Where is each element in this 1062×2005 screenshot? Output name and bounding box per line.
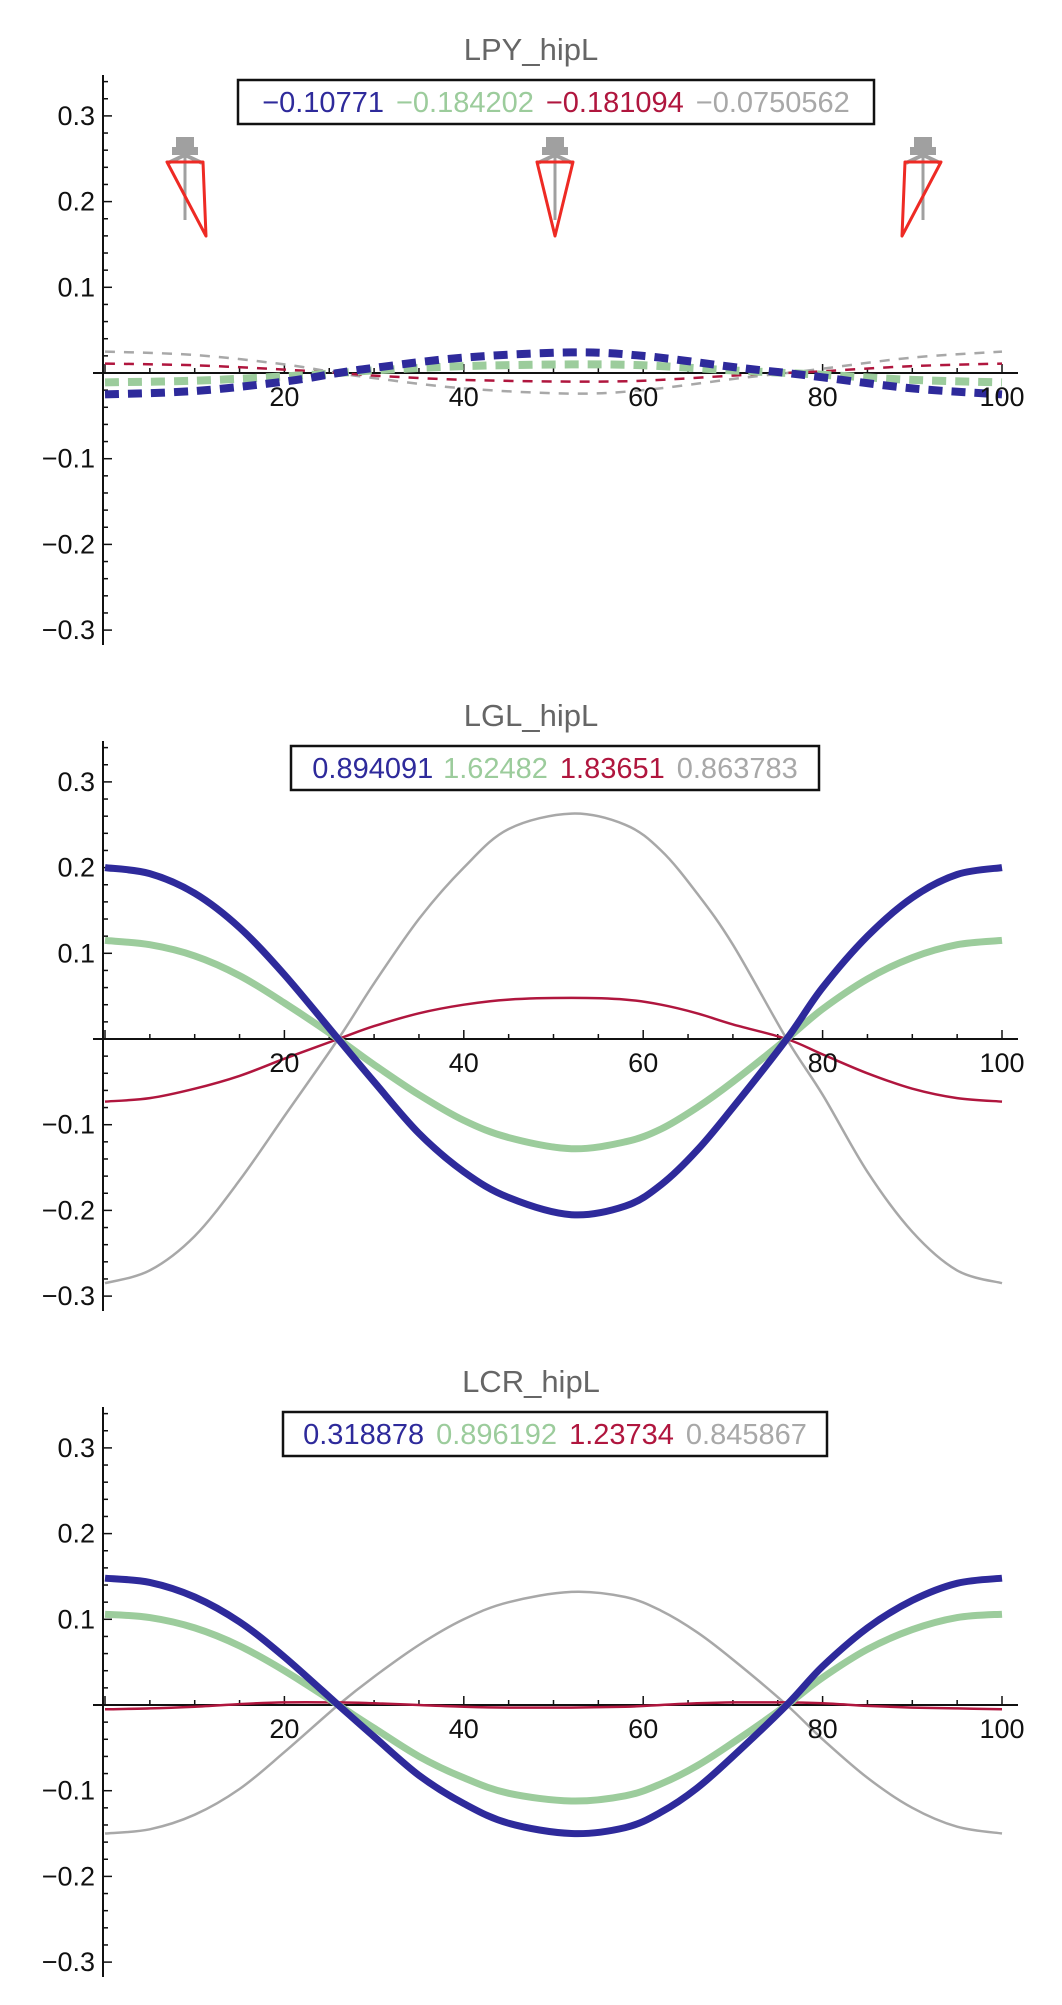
legend-entry: 0.845867 [686,1419,807,1451]
series-line-4 [104,1590,1003,1835]
y-tick-label: 0.1 [57,1604,95,1634]
y-tick-label: 0.3 [57,767,95,797]
series-line-3 [104,996,1003,1103]
x-tick-label: 20 [269,382,299,412]
x-tick-label: 40 [449,1048,479,1078]
robot-head [546,137,564,147]
legend-entry: −0.10771 [262,87,384,119]
series-line-1 [104,348,1003,399]
robot-body [542,147,568,155]
legend-entry: 0.318878 [303,1419,424,1451]
x-tick-label: 100 [979,1048,1024,1078]
x-tick-label: 100 [979,1714,1024,1744]
legend-entry: 0.896192 [436,1419,557,1451]
legend-box [281,1410,829,1458]
y-tick-label: −0.2 [42,1195,95,1225]
y-tick-label: −0.3 [42,1947,95,1977]
chart-panel-1: LPY_hipL −0.10771 −0.184202 −0.181094 −0.075… [42,32,1025,645]
y-tick-label: −0.2 [42,1861,95,1891]
x-tick-label: 80 [808,1048,838,1078]
y-tick-label: 0.1 [57,938,95,968]
y-tick-label: −0.3 [42,615,95,645]
robot-body [910,147,936,155]
robot-head [176,137,194,147]
x-tick-label: 40 [449,382,479,412]
chart-title: LPY_hipL [464,32,598,67]
y-tick-label: 0.3 [57,101,95,131]
legend: −0.10771 −0.184202 −0.181094 −0.0750562 [262,87,850,119]
y-tick-label: −0.1 [42,1110,95,1140]
series-line-3 [104,362,1003,383]
robot-leg-triangle [535,160,575,238]
robot-illustrations [165,137,943,238]
legend-box [289,744,821,792]
legend-entry: −0.0750562 [696,87,850,119]
series-line-2 [104,1610,1003,1805]
legend-entry: −0.184202 [396,87,534,119]
y-tick-label: −0.2 [42,529,95,559]
x-tick-label: 20 [269,1048,299,1078]
x-tick-label: 60 [628,1714,658,1744]
robot-leg-triangle [165,160,208,238]
y-tick-label: 0.2 [57,853,95,883]
y-tick-label: 0.1 [57,272,95,302]
series-line-1 [104,864,1003,1219]
x-tick-label: 100 [979,382,1024,412]
series-line-4 [104,812,1003,1285]
legend-box [236,78,876,126]
chart-title: LGL_hipL [464,698,598,733]
y-tick-label: −0.1 [42,444,95,474]
x-tick-label: 20 [269,1714,299,1744]
y-tick-label: −0.1 [42,1776,95,1806]
chart-title: LCR_hipL [462,1364,600,1399]
robot-head [914,137,932,147]
x-tick-label: 60 [628,382,658,412]
series-line-4 [104,350,1003,395]
x-tick-label: 80 [808,382,838,412]
legend-entry: −0.181094 [546,87,684,119]
legend-entry: 1.62482 [443,753,548,785]
legend-entry: 0.894091 [312,753,432,785]
series-line-3 [104,1700,1003,1711]
legend-entry: 0.863783 [677,753,798,785]
series-line-2 [104,936,1003,1153]
y-tick-label: 0.3 [57,1433,95,1463]
x-tick-label: 60 [628,1048,658,1078]
y-tick-label: 0.2 [57,187,95,217]
x-tick-label: 80 [808,1714,838,1744]
legend: 0.894091 1.62482 1.83651 0.863783 [312,753,797,785]
legend: 0.318878 0.896192 1.23734 0.845867 [303,1419,807,1451]
robot-body [172,147,198,155]
y-tick-label: −0.3 [42,1281,95,1311]
legend-entry: 1.83651 [560,753,665,785]
legend-entry: 1.23734 [569,1419,674,1451]
robot-leg-triangle [900,160,943,238]
x-tick-label: 40 [449,1714,479,1744]
y-tick-label: 0.2 [57,1519,95,1549]
series-line-1 [104,1574,1003,1838]
